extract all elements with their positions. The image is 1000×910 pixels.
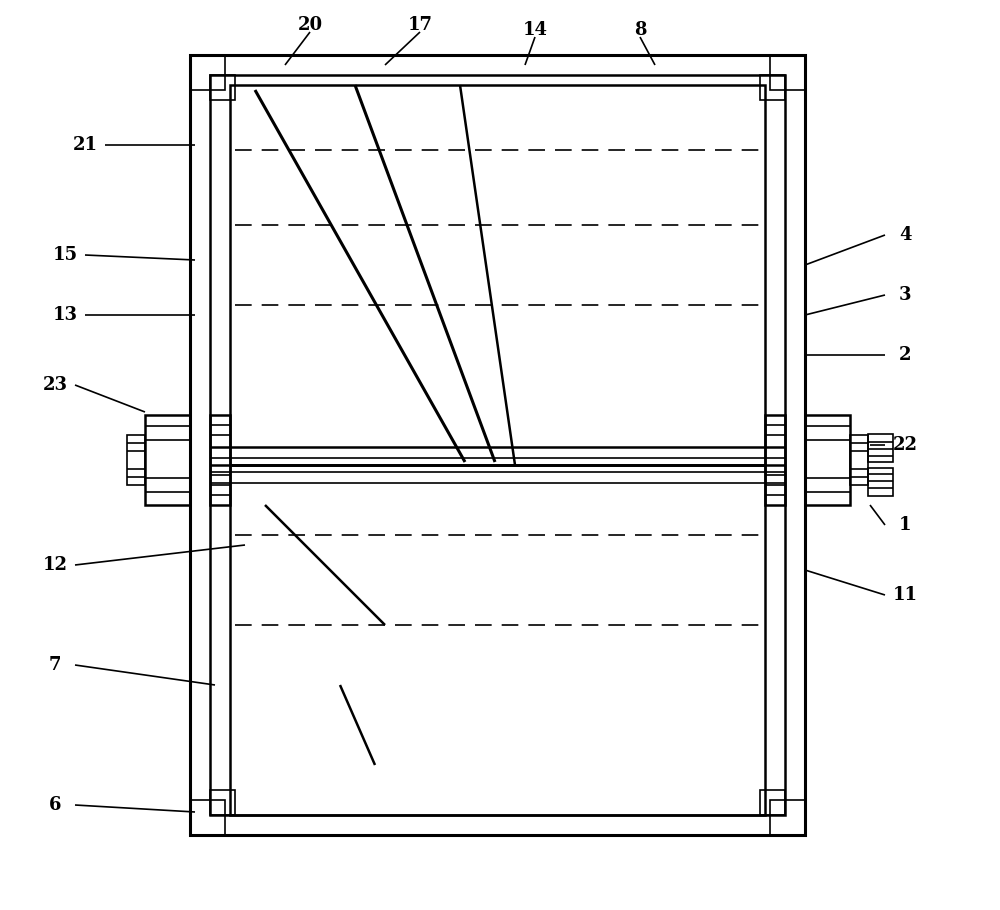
Bar bbox=[190, 800, 225, 835]
Bar bbox=[760, 790, 785, 815]
Bar bbox=[230, 85, 765, 465]
Bar bbox=[210, 75, 235, 100]
Text: 17: 17 bbox=[408, 16, 432, 34]
Bar bbox=[127, 435, 145, 485]
Text: 11: 11 bbox=[893, 586, 918, 604]
Text: 2: 2 bbox=[899, 346, 911, 364]
Text: 23: 23 bbox=[42, 376, 68, 394]
Text: 4: 4 bbox=[899, 226, 911, 244]
Text: 12: 12 bbox=[42, 556, 68, 574]
Text: 3: 3 bbox=[899, 286, 911, 304]
Text: 13: 13 bbox=[52, 306, 78, 324]
Bar bbox=[230, 465, 765, 815]
Bar bbox=[805, 415, 850, 505]
Bar bbox=[850, 435, 868, 485]
Text: 8: 8 bbox=[634, 21, 646, 39]
Bar bbox=[145, 415, 190, 505]
Text: 14: 14 bbox=[522, 21, 548, 39]
Bar bbox=[190, 55, 225, 90]
Bar bbox=[760, 75, 785, 100]
Bar bbox=[210, 790, 235, 815]
Text: 6: 6 bbox=[49, 796, 61, 814]
Text: 20: 20 bbox=[297, 16, 323, 34]
Text: 21: 21 bbox=[72, 136, 98, 154]
Text: 22: 22 bbox=[893, 436, 918, 454]
Text: 1: 1 bbox=[899, 516, 911, 534]
Text: 15: 15 bbox=[52, 246, 78, 264]
Bar bbox=[210, 75, 785, 815]
Bar bbox=[868, 468, 893, 496]
Bar bbox=[765, 415, 785, 505]
Text: 7: 7 bbox=[49, 656, 61, 674]
Bar bbox=[770, 55, 805, 90]
Bar bbox=[210, 415, 230, 505]
Bar bbox=[770, 800, 805, 835]
Bar bbox=[190, 55, 805, 835]
Bar bbox=[868, 434, 893, 462]
